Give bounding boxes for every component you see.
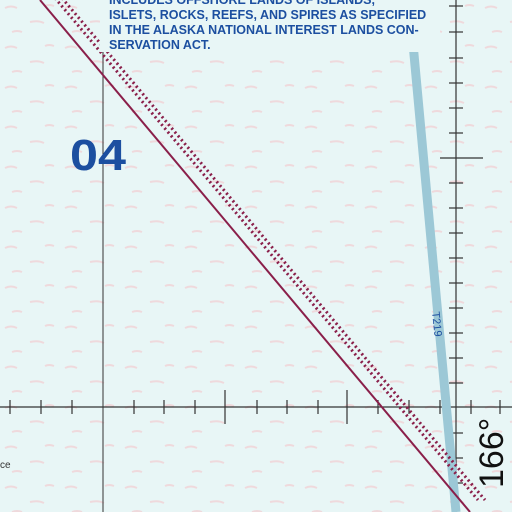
grid-label: 04 <box>70 131 127 180</box>
boundary-line <box>39 0 471 512</box>
note-line: IN THE ALASKA NATIONAL INTEREST LANDS CO… <box>109 23 419 37</box>
ticks <box>9 5 501 484</box>
airway <box>404 0 461 512</box>
longitude-label: 166° <box>473 418 511 488</box>
note-bg <box>100 0 440 52</box>
note-line: SERVATION ACT. <box>109 38 211 52</box>
edge-text: ce <box>0 460 11 471</box>
airway-label: T219 <box>429 311 444 337</box>
note-line: INCLUDES OFFSHORE LANDS OF ISLANDS, <box>109 0 375 7</box>
note-line: ISLETS, ROCKS, REEFS, AND SPIRES AS SPEC… <box>109 8 426 22</box>
